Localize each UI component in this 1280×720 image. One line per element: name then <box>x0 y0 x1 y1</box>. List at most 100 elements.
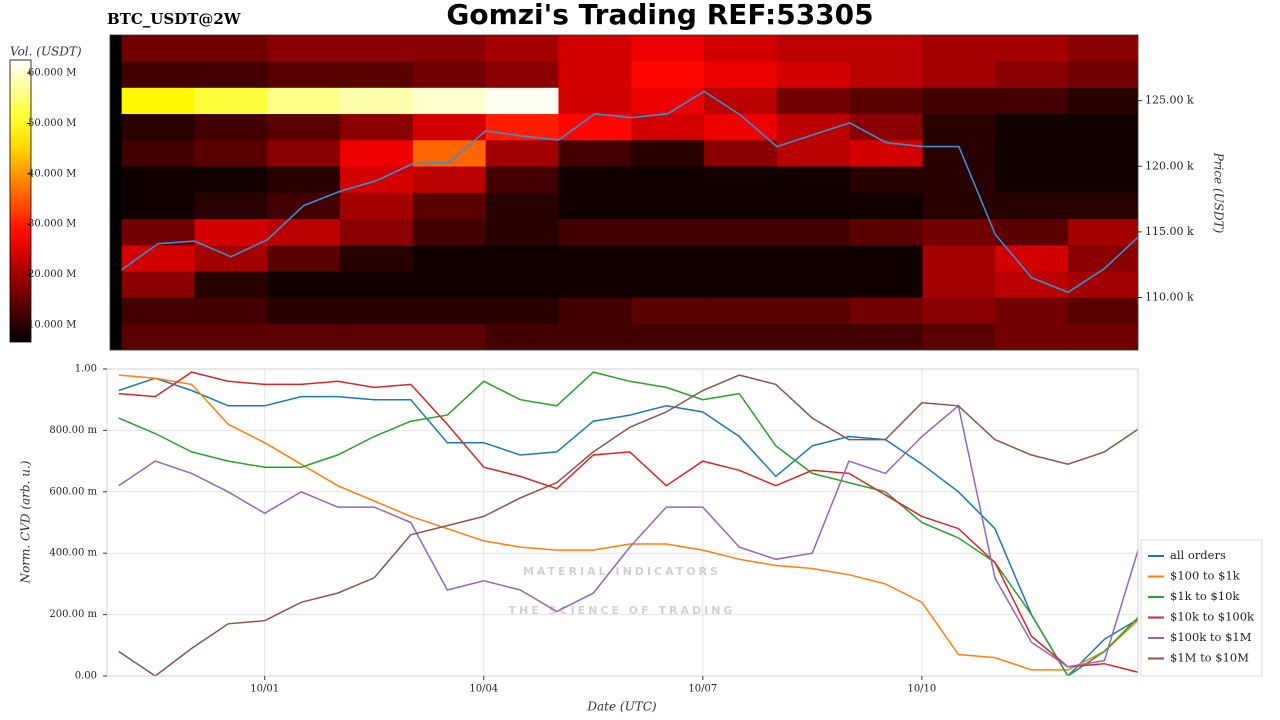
heat-cell <box>558 166 632 193</box>
heat-cell <box>849 140 923 167</box>
y-axis-label: Price (USDT) <box>1212 152 1226 234</box>
series-line <box>118 371 1138 673</box>
axes: 110.00 k 115.00 k 120.00 k 125.00 k 10.000 M… <box>27 68 1255 695</box>
heat-cell <box>267 35 341 62</box>
heat-cell <box>485 61 559 88</box>
heat-cell <box>267 271 341 298</box>
heat-cell <box>922 87 996 115</box>
series-line <box>118 374 1138 676</box>
colorbar-label: Vol. (USDT) <box>10 45 82 59</box>
colorbar <box>9 59 32 343</box>
heat-cell <box>267 140 341 167</box>
heat-cell <box>704 323 778 350</box>
heat-cell <box>922 271 996 298</box>
y-tick-label: 120.00 k <box>1145 159 1194 172</box>
heat-cell <box>704 166 778 193</box>
heat-cell <box>704 192 778 220</box>
heat-cell <box>121 35 195 62</box>
heat-cell <box>340 87 414 115</box>
heat-cell <box>558 323 632 350</box>
heat-cell <box>194 113 268 141</box>
colorbar-tick-label: 60.000 M <box>28 68 76 79</box>
heat-cell <box>922 245 996 272</box>
heat-cell <box>849 218 923 246</box>
heat-cell <box>121 271 195 298</box>
heat-cell <box>1068 218 1138 246</box>
heat-cell <box>558 271 632 298</box>
legend <box>1140 539 1263 677</box>
heat-cell <box>412 87 486 115</box>
legend-label: $100k to $1M <box>1170 630 1252 644</box>
legend-label: $10k to $100k <box>1170 610 1255 624</box>
heat-cell <box>194 323 268 350</box>
heat-cell <box>194 245 268 272</box>
heat-cell <box>849 61 923 88</box>
heat-cell <box>995 61 1069 88</box>
heat-cell <box>412 113 486 141</box>
heat-cell <box>776 323 850 350</box>
colorbar-tick-label: 40.000 M <box>28 168 76 179</box>
colorbar-tick-label: 50.000 M <box>28 118 76 129</box>
heat-cell <box>485 271 559 298</box>
heat-cell <box>776 35 850 62</box>
heat-cell <box>849 166 923 193</box>
heat-cell <box>267 245 341 272</box>
heat-cell <box>194 192 268 220</box>
heat-cell <box>776 271 850 298</box>
heat-cell <box>704 271 778 298</box>
heat-cell <box>485 35 559 62</box>
heat-cell <box>995 192 1069 220</box>
heat-cell <box>849 297 923 325</box>
heat-cell <box>849 192 923 220</box>
legend-label: $1k to $10k <box>1170 589 1240 603</box>
heat-cell <box>1068 140 1138 167</box>
heat-cell <box>121 113 195 141</box>
heat-cell <box>412 61 486 88</box>
legend-label: $1M to $10M <box>1170 651 1249 665</box>
lines <box>118 371 1138 676</box>
series-line <box>118 374 1138 671</box>
heat-cell <box>849 323 923 350</box>
heat-cell <box>922 113 996 141</box>
heat-cell <box>340 297 414 325</box>
plot-frame <box>109 34 1139 351</box>
heat-cell <box>485 166 559 193</box>
heat-cell <box>776 61 850 88</box>
series-line <box>118 377 1138 676</box>
heat-cell <box>558 218 632 246</box>
heat-cell <box>485 245 559 272</box>
heat-cell <box>412 297 486 325</box>
heat-cell <box>121 192 195 220</box>
heat-cell <box>995 218 1069 246</box>
heat-cell <box>340 218 414 246</box>
heat-cell <box>558 297 632 325</box>
heat-cell <box>1068 245 1138 272</box>
heat-cell <box>412 323 486 350</box>
heat-cell <box>1068 192 1138 220</box>
series-line <box>118 371 1138 676</box>
heat-cell <box>631 218 705 246</box>
legend-label: all orders <box>1170 548 1226 562</box>
heat-cell <box>1068 87 1138 115</box>
heat-cell <box>121 140 195 167</box>
legend-label: $100 to $1k <box>1170 569 1241 583</box>
heat-cell <box>776 140 850 167</box>
heat-cell <box>340 140 414 167</box>
heat-cell <box>121 297 195 325</box>
colorbar-tick-label: 30.000 M <box>28 219 76 230</box>
heat-cell <box>194 35 268 62</box>
heat-cell <box>631 323 705 350</box>
heat-cell <box>631 35 705 62</box>
heat-cell <box>995 271 1069 298</box>
heat-cell <box>485 140 559 167</box>
heat-cell <box>194 166 268 193</box>
heat-cell <box>194 218 268 246</box>
heat-cell <box>995 297 1069 325</box>
heat-cell <box>704 35 778 62</box>
heat-cell <box>776 245 850 272</box>
heat-cell <box>776 87 850 115</box>
heat-cell <box>776 218 850 246</box>
heat-cell <box>121 323 195 350</box>
heat-cell <box>849 245 923 272</box>
heat-cell <box>412 218 486 246</box>
